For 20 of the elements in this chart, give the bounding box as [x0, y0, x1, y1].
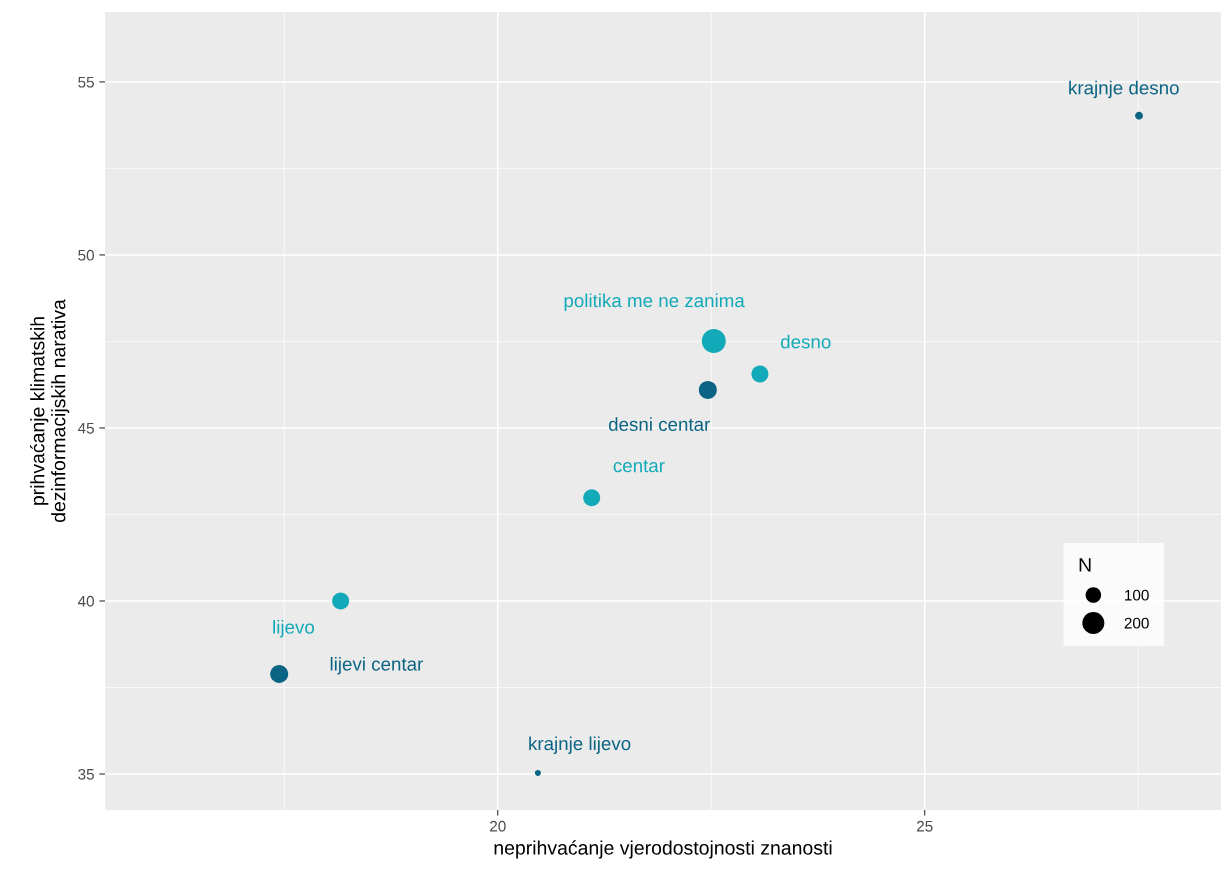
y-tick-label: 40	[77, 595, 94, 607]
series-label: krajnje lijevo	[529, 736, 631, 754]
text: lijevi centar	[330, 656, 423, 675]
x-tick-label: 25	[916, 820, 933, 832]
series-label: lijevo	[273, 620, 315, 638]
y-tick-label: 35	[78, 768, 94, 780]
series-label: desno	[780, 334, 831, 349]
legend-label: 100	[1125, 589, 1149, 601]
legend-title: N	[1079, 558, 1091, 572]
y-axis-title: prihvaćanje klimatskih dezinformacijskih narativa	[29, 299, 70, 523]
x-tick-label: 20	[490, 820, 506, 832]
series-label: centar	[613, 460, 665, 473]
legend-label: 200	[1124, 617, 1149, 629]
y-tick-label: 55	[78, 76, 94, 88]
series-label: krajnje desno	[1069, 80, 1179, 99]
x-axis-title: neprihvaćanje vjerodostojnosti znanosti	[494, 840, 832, 859]
y-tick-label: 50	[78, 249, 94, 261]
series-label: desni centar	[608, 417, 710, 432]
y-tick-label: 45	[77, 422, 94, 434]
series-label: politika me ne zanima	[564, 293, 745, 311]
